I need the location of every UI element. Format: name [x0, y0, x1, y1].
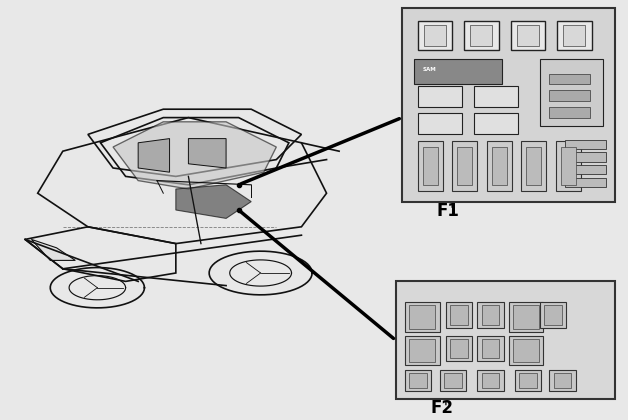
Bar	[450, 339, 468, 358]
Bar	[492, 147, 507, 185]
Bar	[418, 141, 443, 191]
Bar	[519, 373, 537, 388]
Bar	[414, 59, 502, 84]
Bar	[557, 21, 592, 50]
Bar	[418, 86, 462, 107]
Bar	[474, 86, 518, 107]
Bar	[563, 25, 585, 46]
Bar	[515, 370, 541, 391]
Bar	[418, 21, 452, 50]
Bar	[550, 90, 590, 101]
Bar	[423, 147, 438, 185]
Bar	[511, 21, 545, 50]
Bar	[477, 370, 504, 391]
Bar	[464, 21, 499, 50]
Bar	[550, 107, 590, 118]
Polygon shape	[188, 139, 226, 168]
Bar	[540, 59, 603, 126]
Bar	[452, 141, 477, 191]
Bar	[446, 336, 472, 361]
Bar	[554, 373, 571, 388]
Text: SAM: SAM	[423, 67, 436, 72]
Bar	[487, 141, 512, 191]
Text: F2: F2	[430, 399, 453, 417]
Bar	[561, 147, 576, 185]
Bar	[513, 339, 539, 362]
Bar	[446, 302, 472, 328]
Bar	[565, 178, 606, 187]
Bar	[521, 141, 546, 191]
Polygon shape	[31, 239, 75, 260]
Bar	[482, 339, 499, 358]
Polygon shape	[113, 122, 276, 189]
Bar	[409, 339, 435, 362]
Bar	[409, 373, 427, 388]
Bar	[477, 302, 504, 328]
Bar	[470, 25, 492, 46]
Bar	[526, 147, 541, 185]
Bar	[509, 302, 543, 332]
Bar	[405, 302, 440, 332]
Text: F1: F1	[436, 202, 459, 220]
Polygon shape	[138, 139, 170, 172]
Bar	[474, 113, 518, 134]
Bar	[565, 152, 606, 162]
Bar	[509, 336, 543, 365]
Bar	[482, 305, 499, 325]
Bar	[565, 140, 606, 149]
Bar	[402, 8, 615, 202]
Bar	[550, 74, 590, 84]
Bar	[450, 305, 468, 325]
Bar	[444, 373, 462, 388]
Bar	[424, 25, 446, 46]
Bar	[396, 281, 615, 399]
Bar	[477, 336, 504, 361]
Bar	[550, 370, 576, 391]
Bar	[457, 147, 472, 185]
Bar	[418, 113, 462, 134]
Bar	[540, 302, 566, 328]
Bar	[565, 165, 606, 174]
Bar	[440, 370, 466, 391]
Bar	[409, 305, 435, 329]
Bar	[556, 141, 581, 191]
Bar	[405, 336, 440, 365]
Polygon shape	[176, 185, 251, 218]
Bar	[517, 25, 539, 46]
Bar	[482, 373, 499, 388]
Bar	[405, 370, 431, 391]
Bar	[544, 305, 562, 325]
Bar	[513, 305, 539, 329]
